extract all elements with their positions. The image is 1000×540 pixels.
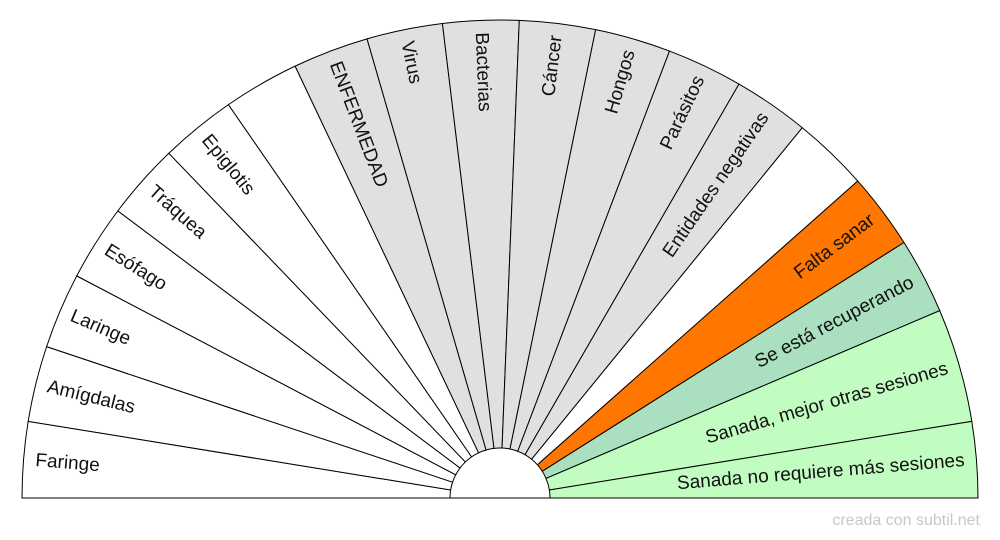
segment-label-9: Bacterias — [471, 32, 495, 112]
credit-text: creada con subtil.net — [832, 512, 980, 529]
segment-label-0: Faringe — [35, 450, 101, 476]
